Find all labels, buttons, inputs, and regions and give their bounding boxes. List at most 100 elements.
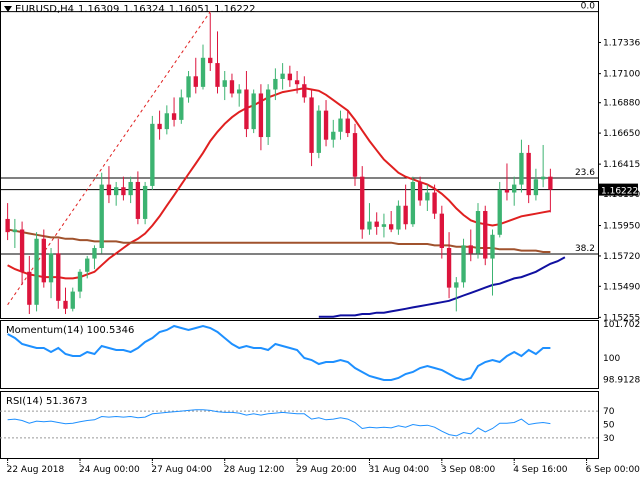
candle-body [229,80,235,94]
current-price-box [598,183,638,196]
candle-body [381,224,387,227]
candle-body [27,271,32,305]
candle-body [186,76,191,98]
candle-body [287,73,293,81]
candle-body [461,245,466,283]
candle-body [446,247,452,288]
panel-frame-2 [0,320,599,389]
close-value: 1.16222 [214,4,256,15]
candle-body [533,179,539,196]
candle-body [389,224,394,230]
candle-body [41,238,46,283]
momentum-tick-label: 98.9128 [603,376,640,386]
candle-body [258,93,264,138]
candle-body [439,213,444,248]
candle-body [273,78,278,90]
candle-body [374,221,379,227]
candle-body [121,187,126,196]
price-tick-label: 1.16415 [603,160,640,170]
candle-body [352,133,358,177]
high-value: 1.16324 [123,4,165,15]
low-value: 1.16051 [168,4,211,15]
fib-label-0.0: 0.0 [581,2,596,12]
rsi-title: RSI(14) 51.3673 [6,396,88,407]
candle-body [5,218,10,233]
price-tick-label: 1.15490 [603,282,640,292]
candle-body [504,189,510,193]
chart-header: EURUSD,H4 1.16309 1.16324 1.16051 1.16222 [4,4,259,15]
candle-body [454,282,459,288]
moving-average-red [7,87,551,280]
candle-body [99,184,104,248]
candle-body [19,229,25,272]
price-tick-label: 1.17336 [603,38,640,48]
candle-body [323,110,329,140]
menu-triangle-icon[interactable] [4,6,12,12]
candle-body [360,176,365,230]
panel-frame-3 [0,391,599,459]
price-tick-label: 1.15255 [603,313,640,323]
rsi-tick-label: 30 [603,434,615,444]
candle-body [171,113,177,120]
momentum-tick-label: 100 [603,354,620,364]
candle-body [519,152,524,185]
candle-body [497,189,502,235]
candle-body [63,300,68,309]
candle-body [164,113,169,130]
candle-body [338,118,343,132]
moving-average-brown [7,228,551,253]
candle-body [367,221,372,230]
candle-body [34,238,39,305]
candle-body [142,185,148,219]
current-price-label: 1.16222 [601,187,638,197]
price-tick-label: 1.16650 [603,129,640,139]
candle-body [114,187,119,196]
candle-body [48,253,54,283]
price-tick-label: 1.15950 [603,222,640,232]
candle-body [512,184,517,193]
candle-body [92,247,97,259]
candle-body [540,176,546,180]
candle-body [396,205,401,230]
candle-body [468,245,473,254]
candle-body [244,89,249,130]
candle-body [526,152,531,196]
open-value: 1.16309 [78,4,120,15]
candle-body [179,97,184,120]
candle-body [294,80,300,85]
candle-body [200,57,206,87]
candle-body [475,211,481,254]
time-tick-label: 6 Sep 00:00 [586,465,640,475]
candle-body [331,131,336,140]
candle-body [85,258,90,272]
candle-body [128,181,133,196]
time-tick-label: 27 Aug 04:00 [151,465,212,475]
moving-average-blue [318,256,566,318]
price-tick-label: 1.16880 [603,99,640,109]
time-tick-label: 22 Aug 2018 [7,465,65,475]
candle-body [403,205,408,225]
momentum-title: Momentum(14) 100.5346 [6,325,135,336]
candle-body [251,93,256,130]
candle-body [222,80,227,87]
candle-body [425,192,430,201]
candle-body [490,234,495,259]
candle-body [432,192,437,214]
candle-body [548,176,553,190]
candle-body [208,57,213,64]
candle-body [193,76,198,87]
candle-body [135,181,141,219]
candle-body [345,118,350,134]
time-tick-label: 29 Aug 20:00 [296,465,357,475]
time-tick-label: 4 Sep 16:00 [513,465,568,475]
candle-body [12,229,18,233]
fib-label-23.6: 23.6 [575,168,595,178]
candle-body [77,271,83,292]
candle-body [417,181,423,201]
price-tick-label: 1.17100 [603,70,640,80]
candle-body [106,184,112,196]
candle-body [265,89,271,138]
rsi-tick-label: 70 [603,407,615,417]
time-tick-label: 31 Aug 04:00 [368,465,429,475]
